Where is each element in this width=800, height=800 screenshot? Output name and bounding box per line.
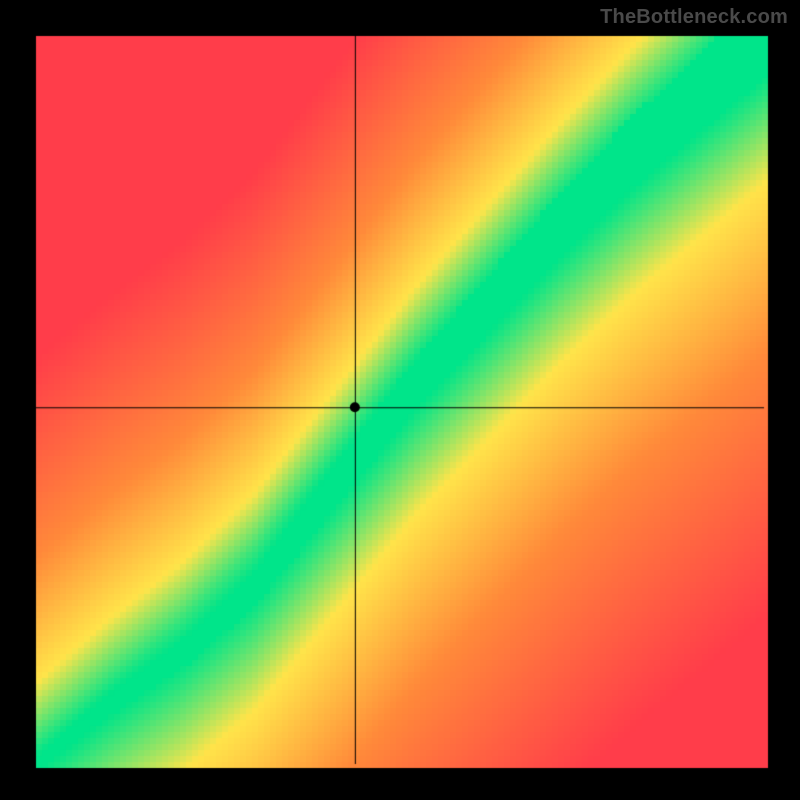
attribution-text: TheBottleneck.com [600, 6, 788, 29]
chart-container: TheBottleneck.com [0, 0, 800, 800]
heatmap-canvas [0, 0, 800, 800]
